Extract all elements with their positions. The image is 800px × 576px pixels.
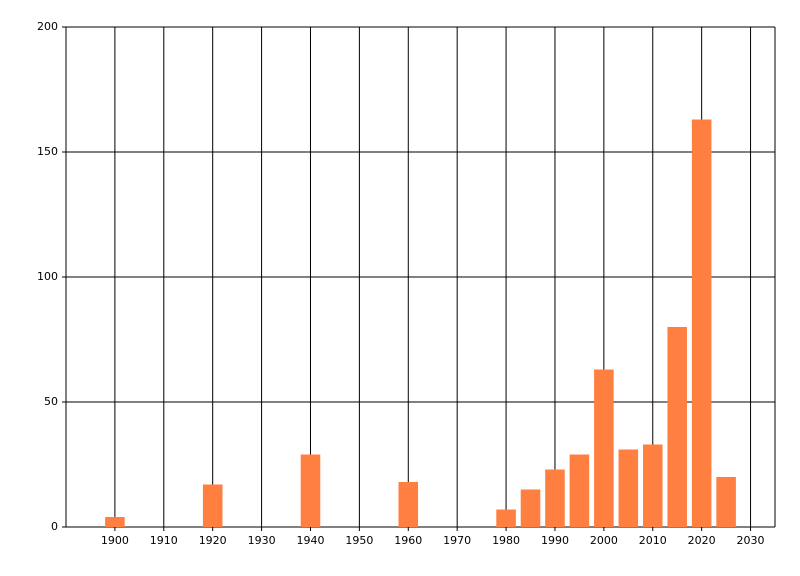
bar — [667, 327, 687, 527]
x-tick-label: 1910 — [150, 534, 178, 547]
x-tick-label: 1920 — [199, 534, 227, 547]
bar — [569, 454, 590, 527]
x-tick-label: 2020 — [688, 534, 716, 547]
x-tick-label: 2030 — [737, 534, 765, 547]
y-tick-label: 100 — [37, 270, 58, 283]
x-tick-label: 1900 — [101, 534, 129, 547]
x-tick-label: 2010 — [639, 534, 667, 547]
bar — [496, 509, 516, 527]
y-tick-label: 200 — [37, 20, 58, 33]
bar — [618, 449, 639, 527]
bar — [202, 484, 223, 527]
x-tick-label: 1990 — [541, 534, 569, 547]
bar — [520, 489, 541, 527]
bar — [105, 517, 125, 527]
bar — [594, 369, 614, 527]
x-tick-label: 2000 — [590, 534, 618, 547]
x-tick-label: 1940 — [296, 534, 324, 547]
y-tick-label: 150 — [37, 145, 58, 158]
bar — [398, 482, 419, 527]
bar — [691, 119, 712, 527]
x-tick-label: 1970 — [443, 534, 471, 547]
x-tick-label: 1930 — [248, 534, 276, 547]
x-tick-label: 1950 — [345, 534, 373, 547]
y-tick-label: 0 — [51, 520, 58, 533]
y-tick-label: 50 — [44, 395, 58, 408]
bar — [716, 477, 736, 527]
x-tick-label: 1960 — [394, 534, 422, 547]
x-tick-label: 1980 — [492, 534, 520, 547]
bar — [642, 444, 663, 527]
bar — [300, 454, 321, 527]
bar — [545, 469, 565, 527]
